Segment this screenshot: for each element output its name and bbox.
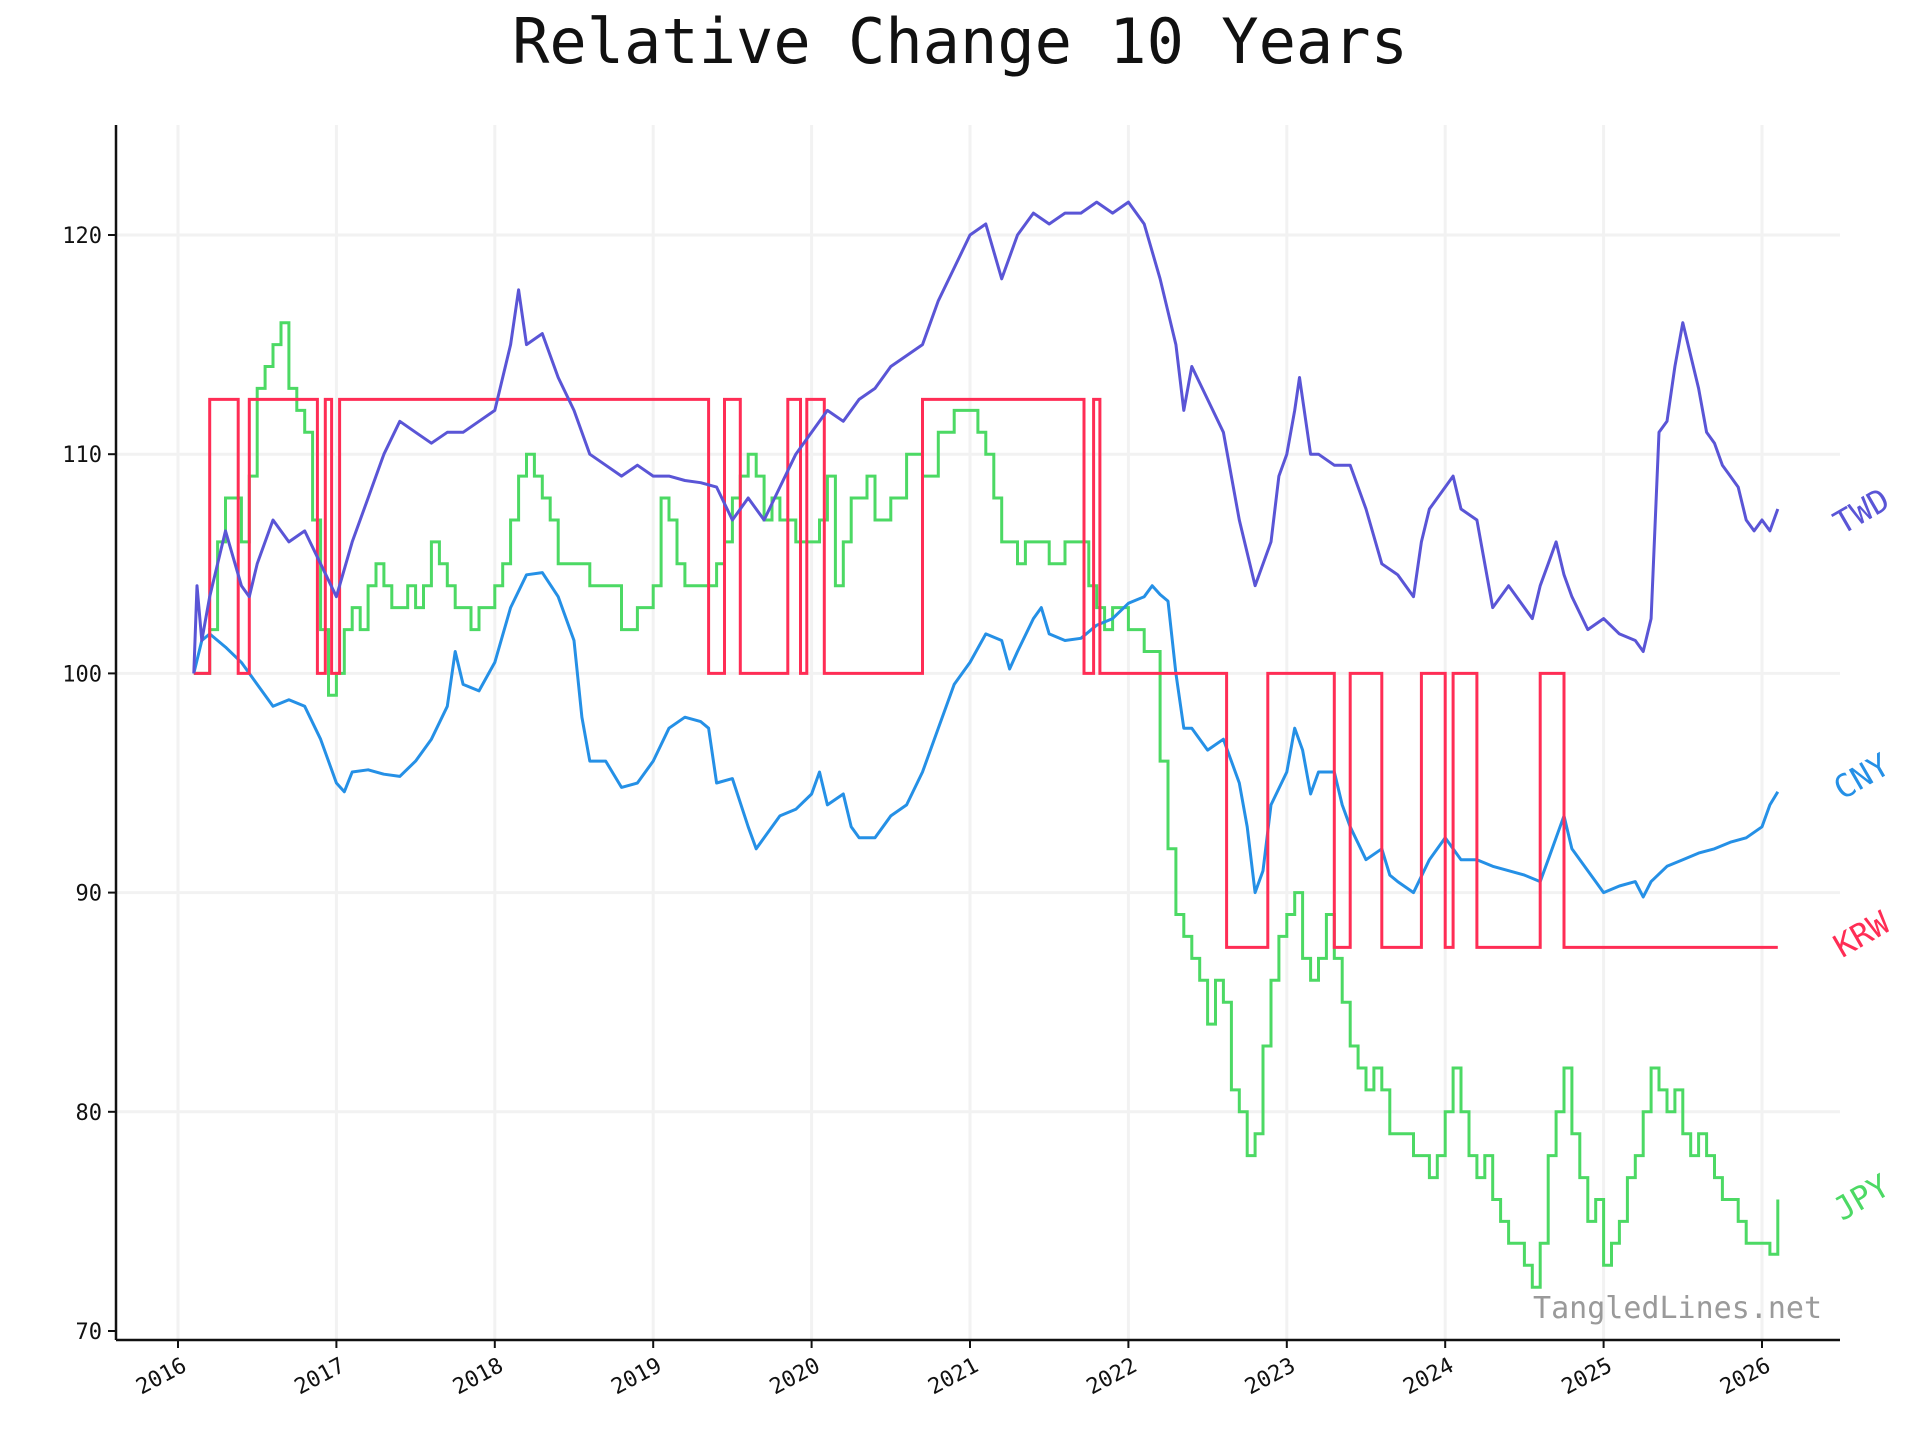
series-labels: JPY CNY KRW TWD — [1827, 480, 1897, 1228]
series-label-cny: CNY — [1827, 746, 1896, 808]
series-line-jpy — [193, 321, 1780, 1289]
x-tick-label: 2017 — [291, 1353, 350, 1400]
x-tick-label: 2021 — [924, 1353, 983, 1400]
series-label-jpy: JPY — [1827, 1167, 1896, 1229]
x-tick-label: 2023 — [1241, 1353, 1300, 1400]
grid — [116, 125, 1840, 1340]
x-tick-label: 2022 — [1083, 1353, 1142, 1400]
chart-title: Relative Change 10 Years — [512, 5, 1408, 78]
x-tick-label: 2024 — [1399, 1353, 1458, 1400]
series-lines — [192, 200, 1780, 1289]
x-tick-label: 2016 — [132, 1353, 191, 1400]
y-tick-label: 120 — [62, 224, 102, 249]
y-tick-label: 100 — [62, 662, 102, 687]
x-ticks: 2016 2017 2018 2019 2020 2021 2022 2023 2024 2025… — [132, 1340, 1775, 1400]
y-ticks: 70 80 90 100 110 120 — [62, 224, 116, 1345]
series-line-krw — [193, 397, 1778, 949]
x-tick-label: 2020 — [766, 1353, 825, 1400]
y-tick-label: 110 — [62, 443, 102, 468]
series-label-krw: KRW — [1827, 903, 1897, 965]
y-tick-label: 80 — [76, 1101, 103, 1126]
axes — [114, 125, 1840, 1342]
series-line-twd — [192, 200, 1780, 674]
y-tick-label: 90 — [76, 882, 103, 907]
watermark: TangledLines.net — [1533, 1291, 1822, 1326]
series-line-cny — [192, 571, 1780, 899]
y-tick-label: 70 — [76, 1320, 103, 1345]
x-tick-label: 2019 — [607, 1353, 666, 1400]
x-tick-label: 2018 — [449, 1353, 508, 1400]
x-tick-label: 2026 — [1716, 1353, 1775, 1400]
series-label-twd: TWD — [1827, 480, 1896, 542]
x-tick-label: 2025 — [1558, 1353, 1617, 1400]
